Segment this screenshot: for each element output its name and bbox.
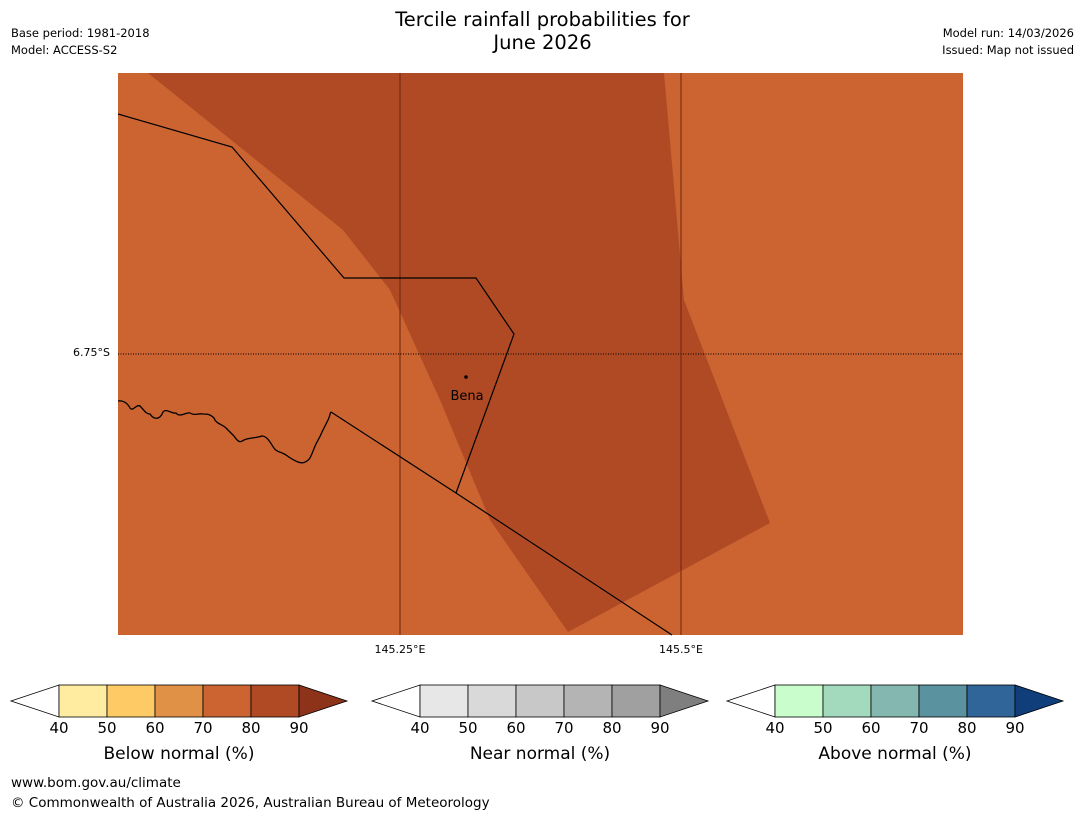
legend-near-tick-50: 50 — [458, 719, 478, 737]
legend-colorbars — [9, 684, 1065, 718]
legend-above-tick-60: 60 — [861, 719, 881, 737]
river-line — [117, 400, 332, 464]
legend-below-tick-40: 40 — [49, 719, 69, 737]
map-canvas[interactable]: Bena — [0, 0, 1085, 680]
legend-below-swatch-80 — [250, 684, 300, 718]
legend-below-tick-60: 60 — [145, 719, 165, 737]
legend-near-arrow-high — [659, 684, 710, 718]
base-period: Base period: 1981-2018 — [11, 26, 150, 40]
legend-above-tick-80: 80 — [957, 719, 977, 737]
model-run: Model run: 14/03/2026 — [942, 26, 1074, 40]
legend-near-tick-40: 40 — [410, 719, 430, 737]
legend-above-swatch-40 — [774, 684, 824, 718]
map-title: Tercile rainfall probabilities for June … — [0, 8, 1085, 54]
legend-above-tick-50: 50 — [813, 719, 833, 737]
legend-below-title: Below normal (%) — [103, 744, 255, 764]
legend-near-swatch-50 — [467, 684, 517, 718]
legend-near-swatch-80 — [611, 684, 661, 718]
legend-above-tick-40: 40 — [765, 719, 785, 737]
legend-below-tick-50: 50 — [97, 719, 117, 737]
legend-near-arrow-low — [370, 684, 421, 718]
legend-below-swatch-50 — [106, 684, 156, 718]
bena-label: Bena — [450, 389, 483, 404]
legend-above-tick-90: 90 — [1005, 719, 1025, 737]
legend-near-swatch-70 — [563, 684, 613, 718]
legend-above-arrow-low — [725, 684, 776, 718]
legend-below-swatch-70 — [202, 684, 252, 718]
legend-near-swatch-40 — [419, 684, 469, 718]
province-boundary-north — [117, 113, 515, 494]
bena-marker — [464, 375, 468, 379]
legend-below-swatch-60 — [154, 684, 204, 718]
title-line-1: Tercile rainfall probabilities for — [395, 8, 690, 31]
lat-label: 6.75°S — [73, 346, 110, 359]
legend-near-title: Near normal (%) — [469, 744, 611, 764]
footer-copyright: © Commonwealth of Australia 2026, Austra… — [11, 795, 490, 811]
lon-label-145-5: 145.5°E — [659, 643, 703, 656]
legend-above-swatch-50 — [822, 684, 872, 718]
legend-near-tick-60: 60 — [506, 719, 526, 737]
meta-left: Base period: 1981-2018 Model: ACCESS-S2 — [11, 25, 150, 59]
legend-above-swatch-60 — [870, 684, 920, 718]
province-boundary-south — [330, 411, 673, 636]
legend-below-arrow-high — [298, 684, 349, 718]
legend-below-arrow-low — [9, 684, 60, 718]
legend-below-swatch-40 — [58, 684, 108, 718]
legend-near-tick-70: 70 — [554, 719, 574, 737]
legend-below-tick-80: 80 — [241, 719, 261, 737]
issued-status: Issued: Map not issued — [942, 43, 1074, 57]
legend-above-tick-70: 70 — [909, 719, 929, 737]
lon-label-145-25: 145.25°E — [374, 643, 426, 656]
prob-region-80-90 — [148, 73, 770, 632]
legend-above-swatch-80 — [966, 684, 1016, 718]
legend-near-tick-90: 90 — [650, 719, 670, 737]
legend-below-tick-90: 90 — [289, 719, 309, 737]
meta-right: Model run: 14/03/2026 Issued: Map not is… — [942, 25, 1074, 59]
legend-near-tick-80: 80 — [602, 719, 622, 737]
legend-near-swatch-60 — [515, 684, 565, 718]
footer-url[interactable]: www.bom.gov.au/climate — [11, 775, 181, 791]
legend-below-tick-70: 70 — [193, 719, 213, 737]
legend-above-swatch-70 — [918, 684, 968, 718]
model-name: Model: ACCESS-S2 — [11, 43, 118, 57]
legend-above-arrow-high — [1014, 684, 1065, 718]
legend-above-title: Above normal (%) — [818, 744, 972, 764]
title-line-2: June 2026 — [493, 31, 592, 54]
